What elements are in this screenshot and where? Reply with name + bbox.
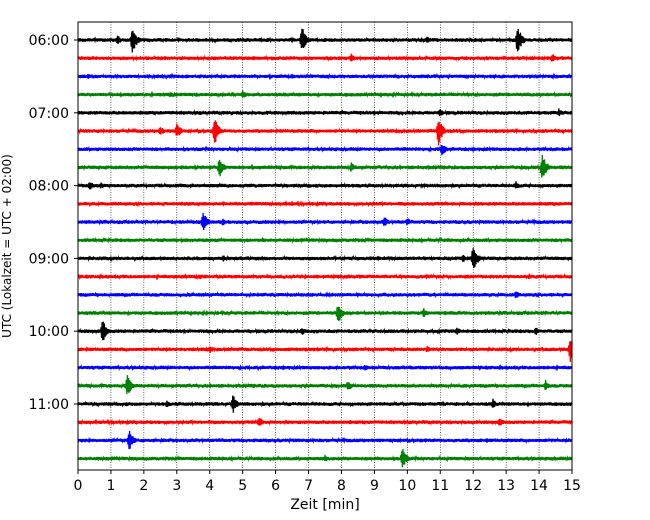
trace-0845 — [77, 236, 573, 244]
trace-0900 — [77, 248, 573, 269]
seismic-traces — [77, 28, 573, 468]
trace-1045 — [77, 375, 573, 395]
x-tick-label: 1 — [106, 478, 115, 494]
trace-0600 — [77, 28, 573, 53]
y-tick-label: 06:00 — [29, 33, 69, 49]
trace-1130 — [77, 430, 573, 450]
trace-0815 — [77, 200, 573, 208]
trace-1015 — [77, 341, 573, 362]
x-tick-label: 0 — [74, 478, 83, 494]
trace-0745 — [77, 154, 573, 178]
trace-0915 — [77, 272, 573, 281]
trace-0715 — [77, 120, 573, 146]
trace-0830 — [77, 212, 573, 231]
x-tick-label: 15 — [563, 478, 581, 494]
trace-0800 — [77, 181, 573, 190]
y-tick-label: 09:00 — [29, 251, 69, 267]
x-tick-label: 8 — [337, 478, 346, 494]
x-tick-label: 6 — [271, 478, 280, 494]
x-tick-label: 13 — [497, 478, 515, 494]
y-tick-label: 08:00 — [29, 179, 69, 195]
x-tick-label: 11 — [431, 478, 449, 494]
y-tick-label: 11:00 — [29, 397, 69, 413]
axis-ticks: 0 1 2 3 4 5 6 7 8 9 10 11 12 13 14 1506:0007:0008:0009:… — [29, 33, 581, 494]
x-tick-label: 10 — [398, 478, 416, 494]
x-tick-label: 14 — [530, 478, 548, 494]
x-tick-label: 5 — [238, 478, 247, 494]
trace-0730 — [77, 145, 573, 156]
trace-0645 — [77, 90, 573, 99]
plot-frame — [77, 21, 573, 471]
y-axis-label: UTC (Lokalzeit = UTC + 02:00) — [0, 154, 14, 338]
x-axis-label: Zeit [min] — [290, 497, 359, 513]
trace-1145 — [77, 448, 573, 468]
x-tick-label: 7 — [304, 478, 313, 494]
trace-0930 — [77, 291, 573, 299]
grid-lines — [110, 22, 540, 470]
x-tick-label: 4 — [205, 478, 214, 494]
trace-0630 — [77, 72, 573, 81]
trace-0700 — [77, 108, 573, 117]
x-tick-label: 2 — [139, 478, 148, 494]
x-tick-label: 12 — [464, 478, 482, 494]
trace-1030 — [77, 363, 573, 372]
trace-0615 — [77, 53, 573, 63]
trace-1100 — [77, 395, 573, 413]
trace-1115 — [77, 418, 573, 426]
trace-1000 — [77, 321, 573, 341]
x-tick-label: 3 — [172, 478, 181, 494]
x-tick-label: 9 — [370, 478, 379, 494]
trace-0945 — [77, 306, 573, 321]
y-tick-label: 07:00 — [29, 106, 69, 122]
y-tick-label: 10:00 — [29, 324, 69, 340]
